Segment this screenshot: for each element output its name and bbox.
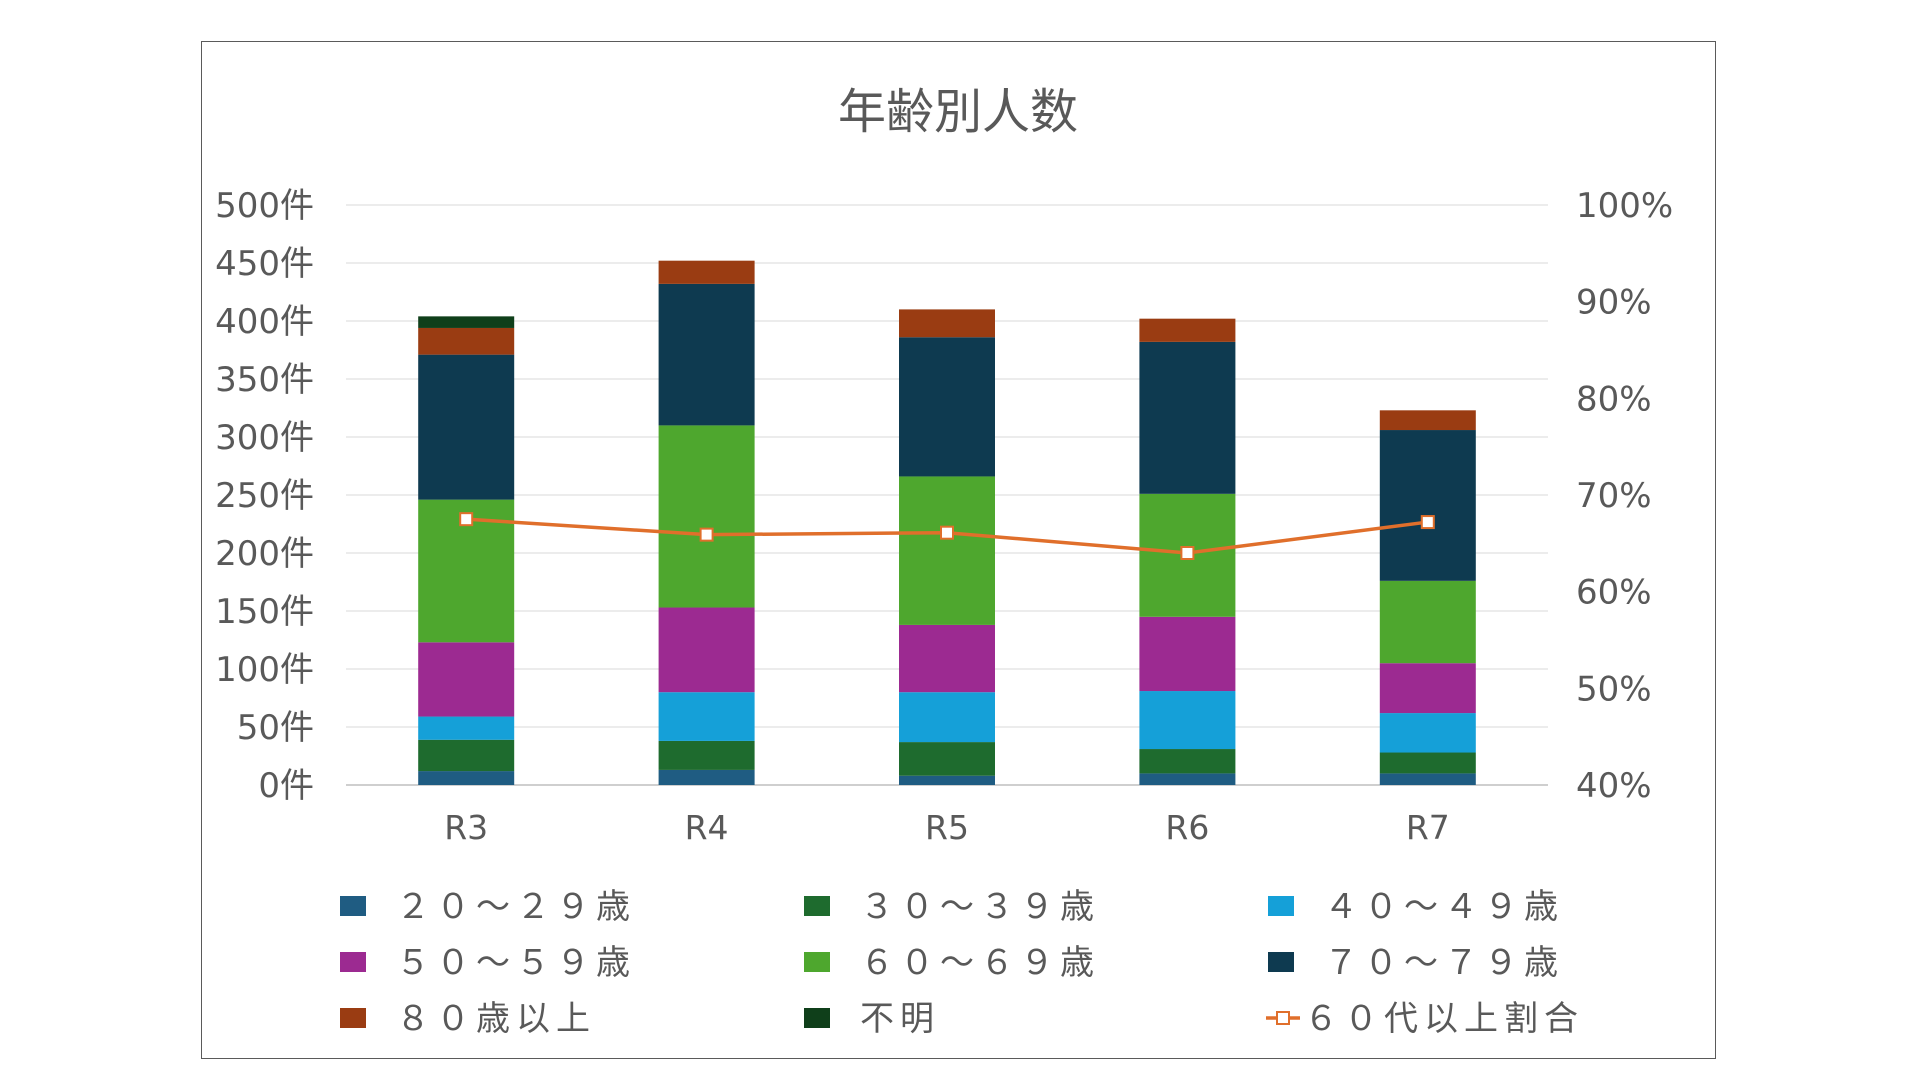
legend-label: ６０～６９歳 — [860, 943, 1100, 983]
legend-swatch — [340, 896, 366, 916]
y2-tick-label: 90% — [1576, 283, 1652, 323]
bar-segment — [418, 771, 515, 785]
bar-segment — [1139, 318, 1236, 342]
y-tick-label: 0件 — [258, 766, 314, 806]
y2-tick-label: 60% — [1576, 573, 1652, 613]
legend-label: ３０～３９歳 — [860, 887, 1100, 927]
bar-segment — [1139, 691, 1236, 750]
legend-label: ７０～７９歳 — [1324, 943, 1564, 983]
y2-tick-label: 80% — [1576, 379, 1652, 419]
bar-segment — [899, 309, 995, 338]
bar-segment — [658, 260, 755, 284]
bar-segment — [658, 740, 755, 770]
legend-label: ４０～４９歳 — [1324, 887, 1564, 927]
legend-line-marker — [1276, 1011, 1290, 1025]
bar-segment — [658, 607, 755, 693]
bar-segment — [899, 692, 995, 743]
bar-segment — [418, 327, 515, 355]
bar-segment — [1139, 341, 1236, 494]
bar-segment — [899, 624, 995, 693]
y-axis-ticks: 0件 50件 100件 150件 200件 250件 300件 350件 400件 450件 500… — [215, 186, 314, 806]
legend-label: ６０代以上割合 — [1304, 999, 1584, 1039]
bar-segment — [418, 316, 515, 328]
bars — [418, 260, 1476, 785]
bar-segment — [418, 716, 515, 740]
y-tick-label: 50件 — [237, 708, 314, 748]
bar-segment — [658, 769, 755, 785]
ratio-point — [1420, 515, 1435, 530]
legend: ２０～２９歳 ３０～３９歳 ４０～４９歳 ５０～５９歳 ６０～６９歳 ７０～７９歳 ８０歳以… — [340, 887, 1584, 1039]
category-label: R5 — [925, 808, 969, 847]
x-axis-categories: R3 R4 R5 R6 R7 — [444, 808, 1450, 847]
bar-segment — [1379, 752, 1476, 774]
bar-segment — [658, 425, 755, 608]
y-tick-label: 100件 — [215, 650, 314, 690]
y-tick-label: 500件 — [215, 186, 314, 226]
legend-swatch — [340, 1008, 366, 1028]
bar-segment — [1139, 749, 1236, 774]
y2-axis-ticks: 40% 50% 60% 70% 80% 90% 100% — [1576, 186, 1673, 806]
y2-tick-label: 40% — [1576, 766, 1652, 806]
legend-label: ８０歳以上 — [396, 999, 596, 1039]
legend-label: ２０～２９歳 — [396, 887, 636, 927]
ratio-point — [699, 527, 714, 542]
bar-segment — [1379, 410, 1476, 431]
bar-segment — [899, 337, 995, 477]
bar-segment — [1379, 663, 1476, 714]
y-tick-label: 350件 — [215, 360, 314, 400]
bar-segment — [418, 354, 515, 500]
category-label: R6 — [1165, 808, 1209, 847]
ratio-point — [459, 512, 474, 527]
y-tick-label: 400件 — [215, 302, 314, 342]
y2-tick-label: 100% — [1576, 186, 1673, 226]
y2-tick-label: 70% — [1576, 476, 1652, 516]
bar-segment — [1139, 773, 1236, 785]
chart-title: 年齢別人数 — [838, 84, 1078, 140]
legend-label: ５０～５９歳 — [396, 943, 636, 983]
bar-segment — [418, 739, 515, 772]
legend-swatch — [1268, 952, 1294, 972]
y-tick-label: 250件 — [215, 476, 314, 516]
legend-swatch — [340, 952, 366, 972]
bar-segment — [899, 775, 995, 785]
category-label: R3 — [444, 808, 488, 847]
bar-segment — [658, 692, 755, 741]
legend-swatch — [804, 896, 830, 916]
y2-tick-label: 50% — [1576, 669, 1652, 709]
bar-segment — [1379, 773, 1476, 785]
legend-swatch — [804, 1008, 830, 1028]
bar-segment — [1379, 430, 1476, 581]
category-label: R7 — [1406, 808, 1450, 847]
bar-segment — [1379, 713, 1476, 753]
category-label: R4 — [685, 808, 729, 847]
bar-segment — [899, 742, 995, 776]
legend-label: 不明 — [860, 999, 940, 1039]
bar-segment — [1139, 616, 1236, 692]
legend-swatch — [804, 952, 830, 972]
bar-segment — [658, 283, 755, 426]
ratio-point — [1180, 546, 1195, 560]
ratio-point — [940, 525, 954, 540]
y-tick-label: 150件 — [215, 592, 314, 632]
y-tick-label: 300件 — [215, 418, 314, 458]
y-tick-label: 450件 — [215, 244, 314, 284]
bar-segment — [418, 642, 515, 717]
ratio-line — [459, 512, 1435, 560]
y-tick-label: 200件 — [215, 534, 314, 574]
bar-segment — [1379, 580, 1476, 664]
bar-segment — [899, 476, 995, 625]
legend-swatch — [1268, 896, 1294, 916]
